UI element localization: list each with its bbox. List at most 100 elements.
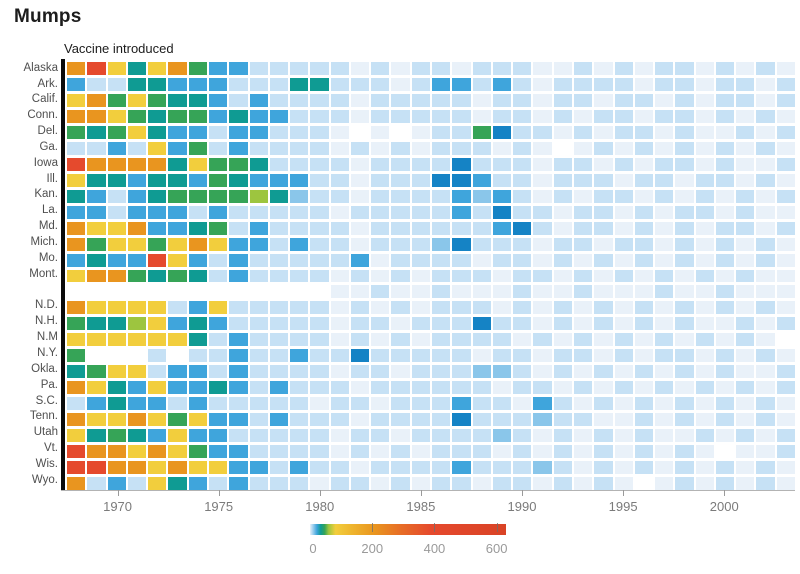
heatmap-cell [614,253,633,267]
heatmap-cell [67,205,86,219]
heatmap-cell [249,221,268,235]
heatmap-cell [756,445,775,459]
heatmap-cell [553,62,572,75]
heatmap-cell [350,189,370,203]
heatmap-cell [695,333,714,347]
heatmap-cell [736,109,755,123]
state-label: Md. [38,220,58,233]
heatmap-cell [371,253,390,267]
heatmap-cell [634,157,654,171]
heatmap-cell [87,285,106,299]
heatmap-cell [290,429,309,443]
heatmap-cell [432,349,451,363]
heatmap-cell [310,125,329,139]
heatmap-cell [208,173,228,187]
heatmap-cell [148,77,167,91]
heatmap-cell [594,253,613,267]
heatmap-cell [350,157,370,171]
heatmap-cell [168,301,187,315]
heatmap-cell [553,477,572,490]
heatmap-cell [736,157,755,171]
heatmap-cell [472,349,491,363]
heatmap-cell [452,141,471,155]
heatmap-cell [553,173,572,187]
heatmap-cell [675,205,694,219]
heatmap-cell [188,381,207,395]
heatmap-cell [269,349,289,363]
heatmap-cell [756,77,775,91]
heatmap-cell [290,333,309,347]
heatmap-cell [675,477,694,490]
heatmap-cell [269,93,289,107]
heatmap-cell [776,413,795,427]
heatmap-cell [127,365,147,379]
heatmap-cell [188,349,207,363]
heatmap-cell [452,77,471,91]
heatmap-cell [655,413,674,427]
heatmap-cell [776,205,795,219]
heatmap-cell [310,62,329,75]
heatmap-cell [168,93,187,107]
heatmap-cell [736,173,755,187]
heatmap-cell [432,285,451,299]
heatmap-cell [573,461,593,475]
heatmap-cell [634,413,654,427]
heatmap-cell [533,381,552,395]
heatmap-cell [715,301,735,315]
heatmap-cell [290,253,309,267]
heatmap-cell [492,445,512,459]
heatmap-cell [614,93,633,107]
heatmap-cell [573,253,593,267]
heatmap-cell [188,189,207,203]
heatmap-cell [269,141,289,155]
heatmap-cell [269,285,289,299]
heatmap-cell [127,125,147,139]
heatmap-cell [432,173,451,187]
heatmap-cell [371,413,390,427]
heatmap-cell [736,333,755,347]
heatmap-cell [188,365,207,379]
heatmap-cell [553,397,572,411]
heatmap-cell [715,333,735,347]
heatmap-cell [736,445,755,459]
heatmap-cell [533,253,552,267]
heatmap-cell [513,125,532,139]
heatmap-cell [432,445,451,459]
heatmap-cell [655,237,674,251]
heatmap-cell [614,62,633,75]
heatmap-cell [229,397,248,411]
heatmap-cell [594,301,613,315]
heatmap-cell [87,125,106,139]
heatmap-cell [371,173,390,187]
heatmap-cell [67,237,86,251]
heatmap-cell [249,477,268,490]
heatmap-cell [533,429,552,443]
heatmap-cell [553,141,572,155]
heatmap-cell [148,173,167,187]
heatmap-cell [513,141,532,155]
x-axis-tick [117,490,119,496]
heatmap-cell [594,141,613,155]
heatmap-cell [290,189,309,203]
heatmap-cell [655,269,674,283]
heatmap-cell [411,349,430,363]
heatmap-cell [391,125,410,139]
heatmap-cell [655,333,674,347]
heatmap-cell [411,397,430,411]
heatmap-cell [594,125,613,139]
heatmap-cell [715,237,735,251]
heatmap-cell [715,157,735,171]
heatmap-cell [208,189,228,203]
heatmap-cell [168,221,187,235]
heatmap-cell [391,173,410,187]
heatmap-cell [553,109,572,123]
heatmap-cell [350,397,370,411]
heatmap-cell [87,62,106,75]
heatmap-cell [107,173,126,187]
heatmap-cell [756,333,775,347]
heatmap-cell [249,62,268,75]
heatmap-cell [411,189,430,203]
heatmap-cell [107,285,126,299]
heatmap-cell [249,349,268,363]
heatmap-cell [229,237,248,251]
